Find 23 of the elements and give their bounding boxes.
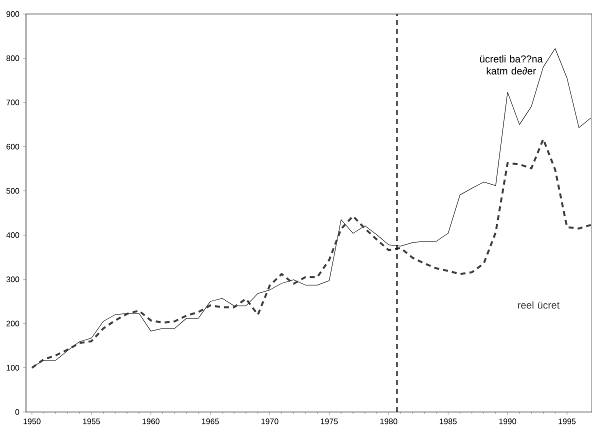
y-tick-label: 700: [6, 100, 20, 106]
x-tick-label: 1965: [202, 418, 219, 424]
x-tick-label: 1955: [83, 418, 100, 424]
x-tick-label: 1970: [261, 418, 278, 424]
x-tick-label: 1995: [558, 418, 576, 424]
x-tick-label: 1990: [499, 418, 516, 424]
y-tick-label: 500: [6, 188, 20, 194]
x-tick-label: 1950: [24, 418, 41, 424]
y-tick-label: 100: [6, 364, 20, 371]
y-tick-label: 900: [6, 11, 20, 17]
y-tick-label: 0: [15, 409, 20, 415]
y-tick-label: 200: [6, 320, 20, 326]
y-tick-label: 600: [6, 144, 20, 150]
line-series: [30, 138, 592, 369]
x-tick-label: 1980: [380, 418, 398, 424]
x-tick-label: 1960: [142, 418, 160, 424]
x-tick-label: 1985: [440, 418, 457, 424]
series-label: ücretli ba??na katm de∂er: [480, 55, 543, 75]
x-tick-label: 1975: [320, 418, 338, 424]
y-tick-label: 400: [6, 232, 20, 238]
text: reel ücret: [518, 301, 560, 309]
y-tick-label: 300: [6, 276, 20, 282]
y-tick-label: 800: [6, 55, 20, 62]
